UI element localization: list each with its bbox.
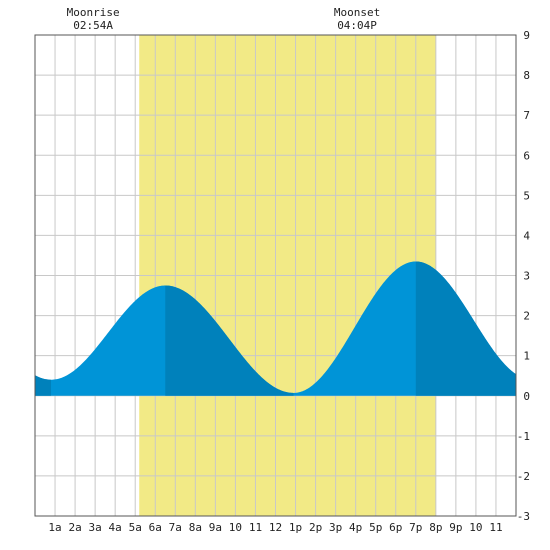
tide-area-dark-band	[165, 285, 294, 396]
y-tick-label: 9	[523, 29, 530, 42]
tide-area-main	[35, 261, 516, 396]
x-tick-label: 3p	[329, 521, 342, 534]
x-tick-label: 6a	[149, 521, 162, 534]
y-tick-label: -2	[517, 470, 530, 483]
x-tick-label: 11	[249, 521, 262, 534]
y-tick-label: 7	[523, 109, 530, 122]
tide-area-dark-band	[35, 375, 52, 396]
y-tick-label: 0	[523, 390, 530, 403]
y-tick-label: 8	[523, 69, 530, 82]
moon-event-label: Moonset	[334, 6, 380, 19]
y-tick-label: 5	[523, 189, 530, 202]
x-tick-label: 10	[469, 521, 482, 534]
x-tick-label: 7a	[169, 521, 182, 534]
x-tick-label: 8p	[429, 521, 442, 534]
x-tick-label: 1p	[289, 521, 302, 534]
x-tick-label: 10	[229, 521, 242, 534]
x-tick-label: 12	[269, 521, 282, 534]
moon-event-label: Moonrise	[67, 6, 120, 19]
y-tick-label: 2	[523, 310, 530, 323]
y-tick-label: 1	[523, 350, 530, 363]
tide-area	[35, 261, 516, 396]
plot-border	[34, 34, 517, 517]
y-tick-label: 3	[523, 270, 530, 283]
x-tick-label: 8a	[189, 521, 202, 534]
x-tick-label: 7p	[409, 521, 422, 534]
x-tick-label: 9a	[209, 521, 222, 534]
x-tick-label: 9p	[449, 521, 462, 534]
x-tick-label: 4a	[109, 521, 122, 534]
x-tick-label: 6p	[389, 521, 402, 534]
x-tick-label: 5a	[129, 521, 142, 534]
x-axis-ticks: 1a 2a 3a 4a 5a 6a 7a 8a 9a 10 11 12 1p 2p 3p 4p 5p 6p 7p 8p…	[48, 521, 502, 534]
y-tick-label: -3	[517, 510, 530, 523]
moon-event-time: 02:54A	[73, 19, 113, 32]
x-tick-label: 3a	[89, 521, 102, 534]
moon-event-time: 04:04P	[337, 19, 377, 32]
y-tick-label: 4	[523, 229, 530, 242]
y-tick-label: -1	[517, 430, 530, 443]
x-tick-label: 5p	[369, 521, 382, 534]
y-tick-label: 6	[523, 149, 530, 162]
tide-area-dark-band	[415, 261, 516, 396]
x-tick-label: 1a	[48, 521, 61, 534]
x-tick-label: 2a	[68, 521, 81, 534]
x-tick-label: 4p	[349, 521, 362, 534]
x-tick-label: 2p	[309, 521, 322, 534]
plot-frame	[34, 34, 517, 517]
y-axis-ticks: -3 -2 -1 0 1 2 3 4 5 6 7 8 9	[517, 29, 531, 523]
x-tick-label: 11	[489, 521, 502, 534]
